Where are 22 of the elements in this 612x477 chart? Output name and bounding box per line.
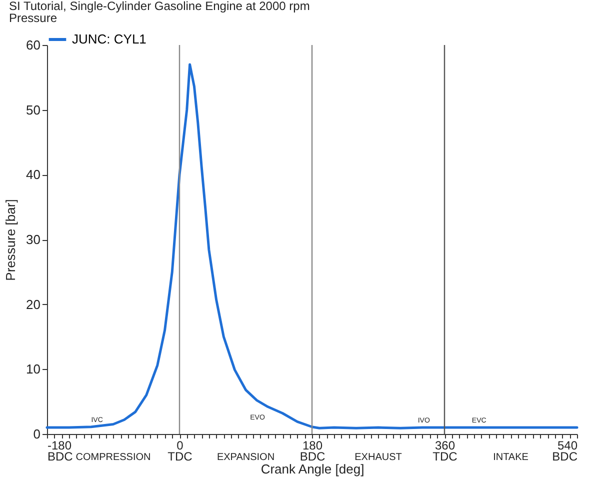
line-series	[46, 63, 578, 430]
text: EXHAUST	[354, 452, 402, 463]
y-tick-label: 30	[26, 232, 40, 247]
text: EXPANSION	[216, 452, 275, 463]
y-axis-title: Pressure [bar]	[3, 199, 18, 281]
legend-label: JUNC: CYL1	[72, 32, 146, 46]
x-tick-label: 360 TDC	[432, 438, 458, 464]
x-tick-label: 180 BDC	[300, 438, 326, 464]
y-tick-label: 10	[26, 362, 40, 377]
chart-subtitle: Pressure	[9, 11, 58, 25]
text: INTAKE	[493, 452, 529, 463]
x-tick-label: 0 TDC	[168, 438, 193, 464]
x-tick-label: -180 BDC	[48, 438, 74, 464]
y-tick-label: 60	[26, 38, 40, 52]
y-tick-label: 20	[26, 296, 40, 312]
chart-title: SI Tutorial, Single-Cylinder Gasoline Engine at 2000 rpm	[9, 0, 310, 13]
y-tick-label: 50	[26, 102, 40, 118]
y-tick-label: 0	[33, 426, 40, 442]
y-tick-label: 40	[26, 167, 40, 182]
text: COMPRESSION	[76, 452, 151, 463]
x-axis-title: Crank Angle [deg]	[260, 462, 364, 476]
x-tick-label: 540 BDC	[552, 438, 578, 464]
